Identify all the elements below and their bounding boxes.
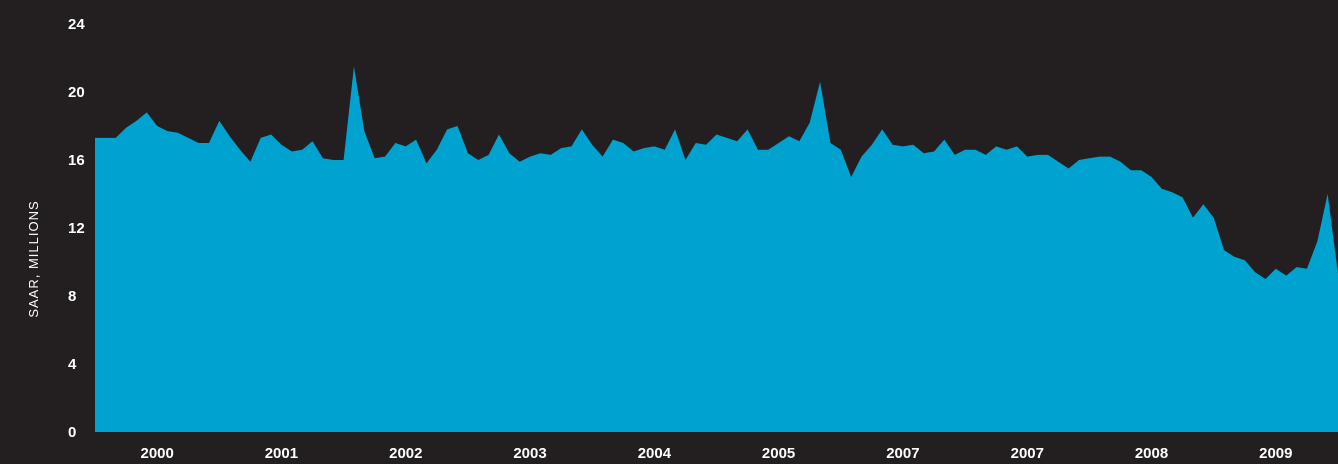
y-tick-label: 8 bbox=[68, 288, 76, 305]
x-tick-label: 2008 bbox=[1135, 445, 1168, 462]
x-tick-label: 2001 bbox=[265, 445, 298, 462]
y-tick-label: 16 bbox=[68, 152, 85, 169]
x-tick-label: 2005 bbox=[762, 445, 795, 462]
y-axis-label: SAAR, MILLIONS bbox=[26, 200, 41, 317]
x-tick-label: 2000 bbox=[141, 445, 174, 462]
x-tick-label: 2007 bbox=[1011, 445, 1044, 462]
plot-area bbox=[95, 66, 1338, 432]
x-tick-label: 2004 bbox=[638, 445, 672, 462]
y-tick-label: 0 bbox=[68, 424, 76, 441]
series-area bbox=[95, 66, 1338, 432]
x-tick-label: 2003 bbox=[513, 445, 546, 462]
y-axis-ticks: 0 4 8 12 16 20 24 bbox=[68, 16, 85, 441]
x-tick-label: 2007 bbox=[886, 445, 919, 462]
y-tick-label: 20 bbox=[68, 84, 85, 101]
x-tick-label: 2009 bbox=[1259, 445, 1292, 462]
x-tick-label: 2002 bbox=[389, 445, 422, 462]
y-tick-label: 12 bbox=[68, 220, 85, 237]
y-tick-label: 24 bbox=[68, 16, 85, 33]
y-tick-label: 4 bbox=[68, 356, 77, 373]
x-axis-ticks: 2000 2001 2002 2003 2004 2005 2007 2007 2008 2009 bbox=[141, 445, 1293, 462]
